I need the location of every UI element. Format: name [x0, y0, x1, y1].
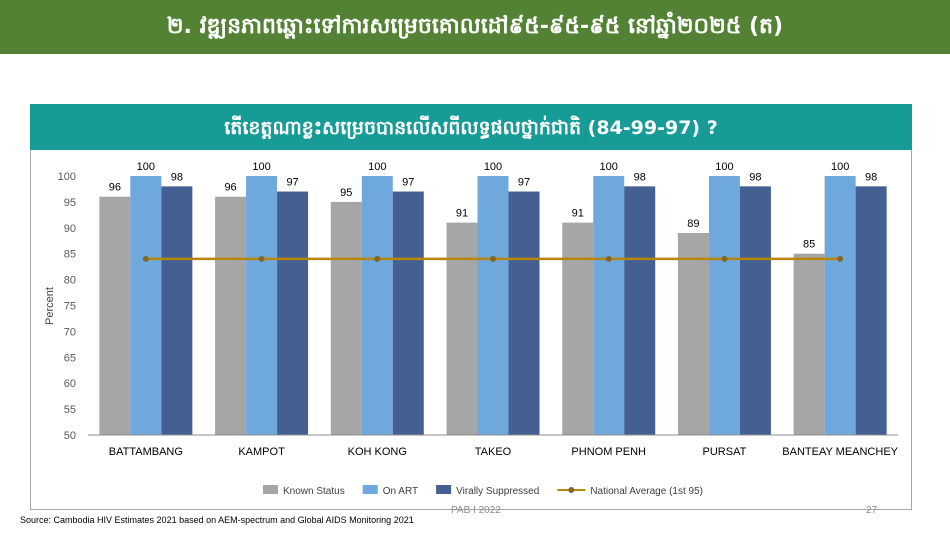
x-tick-label: PHNOM PENH: [571, 446, 646, 458]
data-label: 100: [831, 161, 849, 173]
bar-known-status: [446, 222, 478, 435]
bar-known-status: [215, 196, 247, 435]
data-label: 98: [171, 171, 183, 183]
slide-title-bar: ២. វឌ្ឍនភាពឆ្ពោះទៅការសម្រេចគោលដៅ៩៥-៩៥-៩៥…: [0, 0, 950, 54]
legend-label: National Average (1st 95): [590, 486, 703, 497]
bar-virally-suppressed: [392, 191, 424, 435]
data-label: 96: [109, 182, 121, 194]
y-tick-label: 100: [58, 171, 76, 183]
chart-title-bar: តើខេត្តណាខ្លះសម្រេចបានលើសពីលទ្ធផលថ្នាក់ជ…: [30, 104, 912, 150]
bar-virally-suppressed: [161, 186, 193, 435]
data-label: 100: [484, 161, 502, 173]
y-tick-label: 85: [64, 249, 76, 261]
page-number: 27: [866, 505, 878, 516]
legend-swatch-known-status: [263, 485, 278, 494]
bar-on-art: [361, 176, 393, 435]
source-note: Source: Cambodia HIV Estimates 2021 base…: [20, 515, 414, 525]
y-tick-label: 80: [64, 275, 76, 287]
y-tick-label: 65: [64, 352, 76, 364]
data-label: 91: [572, 208, 584, 220]
data-label: 100: [600, 161, 618, 173]
bar-known-status: [330, 201, 362, 435]
data-label: 100: [252, 161, 270, 173]
data-label: 97: [286, 177, 298, 189]
bar-virally-suppressed: [277, 191, 309, 435]
legend-swatch-on-art: [362, 485, 378, 494]
legend-label: Virally Suppressed: [456, 486, 539, 497]
data-label: 100: [368, 161, 386, 173]
bar-virally-suppressed: [739, 186, 771, 435]
bar-virally-suppressed: [624, 186, 656, 435]
national-average-marker: [142, 255, 149, 262]
national-average-marker: [258, 255, 265, 262]
y-axis-label: Percent: [44, 287, 56, 325]
x-tick-label: KAMPOT: [238, 446, 285, 458]
bar-known-status: [99, 196, 131, 435]
legend-label: On ART: [383, 486, 418, 497]
national-average-marker: [837, 255, 844, 262]
x-tick-label: TAKEO: [475, 446, 512, 458]
national-average-marker: [490, 255, 496, 262]
y-tick-label: 70: [64, 326, 76, 338]
data-label: 98: [749, 171, 761, 183]
y-tick-label: 95: [64, 197, 76, 209]
y-tick-label: 90: [64, 223, 76, 235]
slide-title: ២. វឌ្ឍនភាពឆ្ពោះទៅការសម្រេចគោលដៅ៩៥-៩៥-៩៥…: [166, 14, 784, 39]
bar-on-art: [593, 176, 625, 435]
data-label: 85: [803, 239, 815, 251]
bar-virally-suppressed: [855, 186, 887, 435]
legend-label: Known Status: [283, 486, 345, 497]
bar-known-status: [562, 222, 594, 435]
chart-title: តើខេត្តណាខ្លះសម្រេចបានលើសពីលទ្ធផលថ្នាក់ជ…: [224, 117, 718, 139]
national-average-marker: [605, 255, 612, 262]
legend-marker-national-average: [568, 487, 575, 493]
x-tick-label: BANTEAY MEANCHEY: [782, 446, 898, 458]
y-tick-label: 75: [64, 301, 76, 313]
national-average-marker: [721, 255, 728, 262]
y-tick-label: 55: [64, 404, 76, 416]
bar-on-art: [708, 176, 740, 435]
y-tick-label: 50: [64, 430, 76, 442]
legend-swatch-virally-suppressed: [436, 485, 452, 494]
data-label: 91: [456, 208, 468, 220]
data-label: 100: [715, 161, 733, 173]
bar-on-art: [130, 176, 162, 435]
data-label: 97: [402, 177, 414, 189]
y-tick-label: 60: [64, 378, 76, 390]
data-label: 96: [224, 182, 236, 194]
x-tick-label: KOH KONG: [348, 446, 407, 458]
x-tick-label: PURSAT: [703, 446, 747, 458]
bar-on-art: [824, 176, 856, 435]
bar-on-art: [477, 176, 509, 435]
x-tick-label: BATTAMBANG: [109, 446, 183, 458]
bar-known-status: [677, 232, 709, 435]
data-label: 98: [634, 171, 646, 183]
national-average-marker: [374, 255, 381, 262]
data-label: 97: [518, 177, 530, 189]
bar-virally-suppressed: [508, 191, 540, 435]
footer-label: PAB I 2022: [451, 505, 501, 516]
bar-on-art: [246, 176, 278, 435]
data-label: 89: [687, 218, 699, 230]
data-label: 100: [137, 161, 155, 173]
bar-known-status: [793, 253, 825, 435]
data-label: 98: [865, 171, 877, 183]
data-label: 95: [340, 187, 352, 199]
